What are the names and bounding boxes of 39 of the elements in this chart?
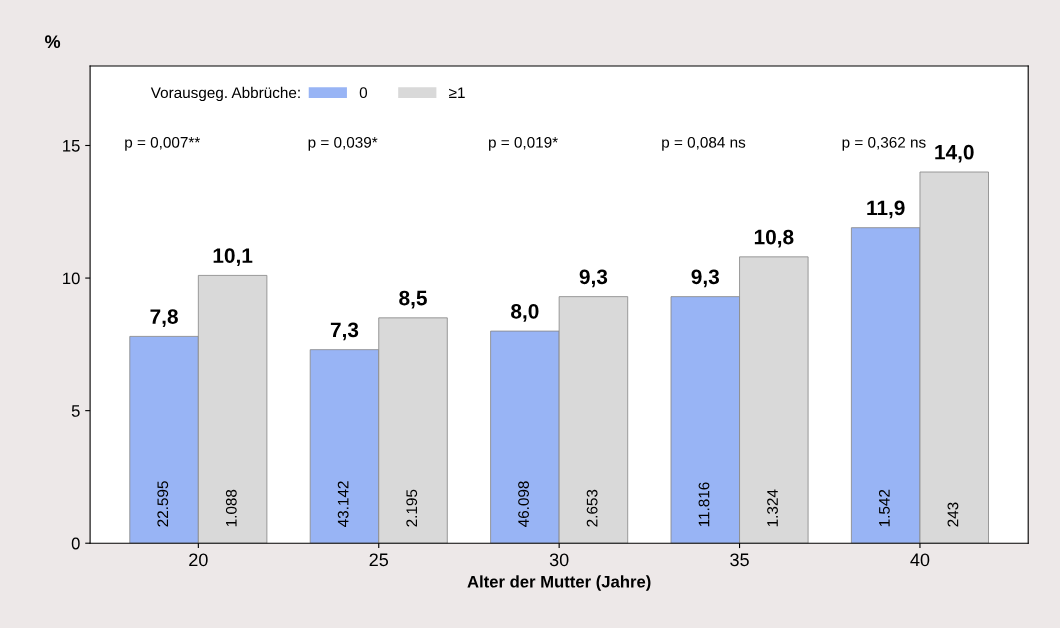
annotation: 1.088 bbox=[225, 489, 237, 527]
x-tick-label: 25 bbox=[369, 553, 389, 567]
data-label: 10,1 bbox=[213, 248, 253, 266]
annotation: 2.195 bbox=[406, 489, 418, 527]
annotation: 1.324 bbox=[767, 489, 778, 527]
data-label: 11,9 bbox=[867, 200, 905, 219]
data-label: 10,8 bbox=[754, 229, 794, 248]
annotation: p = 0,019* bbox=[489, 136, 558, 151]
y-axis-title: % bbox=[45, 35, 61, 49]
annotation: 1.542 bbox=[878, 489, 890, 527]
legend-label: ≥1 bbox=[449, 87, 465, 98]
annotation: p = 0,007** bbox=[125, 136, 201, 151]
x-tick-label: 40 bbox=[910, 553, 930, 567]
annotation: 243 bbox=[947, 502, 959, 527]
y-tick-label: 5 bbox=[71, 405, 80, 417]
annotation: 2.653 bbox=[586, 489, 598, 527]
y-tick-label: 0 bbox=[71, 537, 80, 550]
legend-label: 0 bbox=[359, 87, 368, 99]
data-label: 8,0 bbox=[511, 303, 539, 322]
legend-title: Vorausgeg. Abbrüche: bbox=[150, 86, 300, 102]
data-label: 9,3 bbox=[691, 269, 720, 288]
x-tick-label: 30 bbox=[549, 553, 569, 567]
data-label: 9,3 bbox=[579, 269, 608, 288]
x-axis-title: Alter der Mutter (Jahre) bbox=[467, 575, 651, 591]
data-label: 14,0 bbox=[935, 144, 974, 163]
data-label: 7,3 bbox=[330, 322, 359, 341]
annotation: 43.142 bbox=[337, 481, 349, 527]
annotation: p = 0,084 ns bbox=[662, 136, 746, 151]
data-label: 8,5 bbox=[399, 290, 427, 309]
annotation: p = 0,039* bbox=[308, 136, 378, 151]
x-tick-label: 35 bbox=[730, 553, 749, 567]
y-tick-label: 10 bbox=[63, 272, 80, 285]
annotation: 11.816 bbox=[698, 482, 710, 527]
y-tick-label: 15 bbox=[63, 140, 80, 152]
x-tick-label: 20 bbox=[189, 553, 208, 567]
annotation: p = 0,362 ns bbox=[842, 136, 926, 151]
annotation: 46.098 bbox=[518, 481, 529, 527]
annotation: 22.595 bbox=[157, 481, 169, 527]
data-label: 7,8 bbox=[150, 309, 178, 327]
